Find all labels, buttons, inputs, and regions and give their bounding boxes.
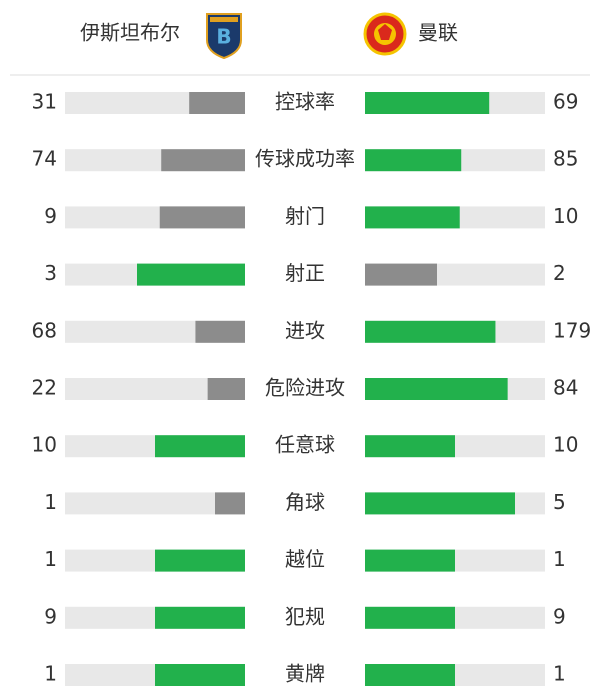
away-value: 69 (553, 90, 578, 114)
away-bar (365, 492, 515, 515)
svg-text:B: B (216, 25, 231, 49)
home-value: 10 (32, 433, 57, 457)
away-value: 85 (553, 147, 578, 171)
home-bar (189, 92, 245, 114)
home-value: 68 (32, 318, 57, 342)
home-team-name: 伊斯坦布尔 (80, 21, 180, 45)
home-value: 3 (44, 261, 57, 285)
stat-label: 黄牌 (285, 662, 325, 686)
stat-label: 危险进攻 (265, 376, 345, 400)
away-bar (365, 92, 490, 114)
away-value: 2 (553, 261, 566, 285)
away-value: 5 (553, 490, 566, 514)
stat-label: 任意球 (275, 433, 335, 457)
home-value: 22 (32, 376, 57, 400)
stat-label: 犯规 (285, 604, 325, 628)
stat-label: 射正 (285, 261, 325, 285)
home-value: 1 (44, 662, 57, 686)
stat-label: 控球率 (275, 90, 335, 114)
away-bar (365, 435, 455, 458)
away-bar (365, 206, 460, 229)
away-bar (365, 664, 455, 686)
stat-label: 传球成功率 (255, 147, 355, 171)
stat-label: 越位 (285, 547, 325, 571)
away-value: 1 (553, 547, 566, 571)
home-bar (195, 320, 245, 343)
home-bar (155, 606, 245, 629)
away-team-logo (363, 12, 407, 56)
home-bar (215, 492, 245, 515)
home-bar (155, 435, 245, 458)
away-bar (365, 378, 508, 400)
away-bar (365, 320, 496, 343)
away-value: 10 (553, 433, 578, 457)
home-value: 1 (44, 547, 57, 571)
stat-label: 角球 (285, 490, 325, 514)
home-value: 31 (32, 90, 57, 114)
away-bar (365, 263, 437, 286)
home-value: 1 (44, 490, 57, 514)
home-bar (137, 263, 245, 286)
away-value: 84 (553, 376, 578, 400)
home-bar (207, 378, 245, 400)
away-value: 179 (553, 318, 591, 342)
home-value: 74 (32, 147, 57, 171)
home-track (65, 378, 245, 400)
home-bar (155, 664, 245, 686)
away-bar (365, 606, 455, 629)
away-value: 1 (553, 662, 566, 686)
home-value: 9 (44, 604, 57, 628)
home-team-logo: B (206, 13, 242, 60)
away-value: 9 (553, 604, 566, 628)
home-bar (159, 206, 245, 229)
away-team-name: 曼联 (418, 21, 458, 45)
away-bar (365, 149, 462, 172)
stat-label: 进攻 (285, 318, 325, 342)
home-track (65, 492, 245, 515)
home-bar (155, 549, 245, 572)
away-value: 10 (553, 204, 578, 228)
stat-label: 射门 (285, 204, 325, 228)
home-value: 9 (44, 204, 57, 228)
away-bar (365, 549, 455, 572)
home-bar (161, 149, 245, 172)
